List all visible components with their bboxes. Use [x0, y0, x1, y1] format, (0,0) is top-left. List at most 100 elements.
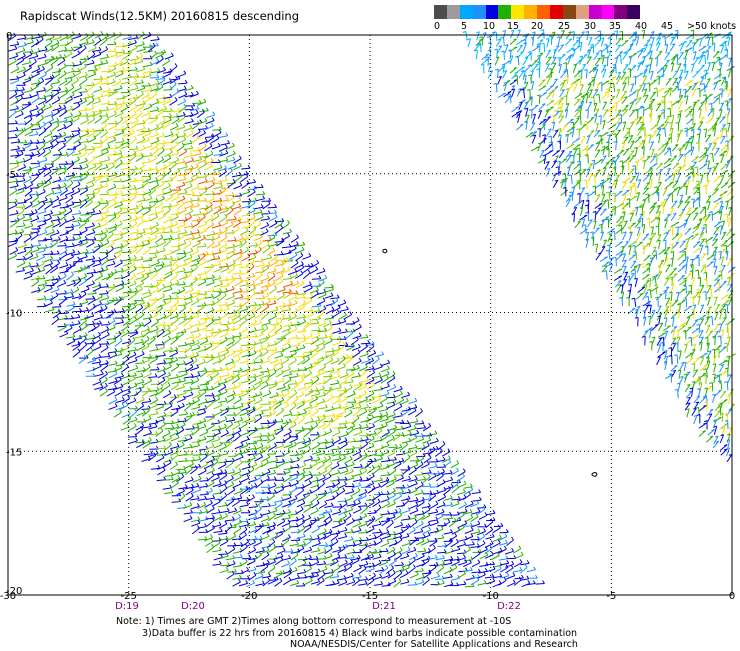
wind-barb — [207, 185, 215, 190]
wind-barb — [234, 210, 242, 215]
wind-barb — [212, 385, 220, 389]
wind-barb — [408, 401, 417, 404]
wind-barb — [381, 386, 390, 389]
wind-barb-tick — [177, 295, 179, 298]
wind-barb-tick — [135, 40, 137, 43]
wind-barb-tick — [38, 287, 40, 290]
wind-barb — [31, 197, 38, 203]
wind-barb-tick — [162, 190, 164, 193]
wind-barb-tick — [402, 458, 404, 461]
wind-barb — [80, 80, 87, 85]
wind-barb-tick — [93, 335, 95, 338]
wind-barb-tick — [86, 117, 88, 120]
wind-barb-tick — [280, 319, 282, 322]
wind-barb-tick — [311, 418, 313, 421]
wind-barb — [283, 414, 292, 416]
wind-barb-tick — [220, 340, 222, 343]
wind-barb — [275, 351, 284, 352]
wind-barb-tick — [198, 345, 200, 348]
wind-barb-tick — [99, 332, 101, 335]
wind-barb-tick — [134, 123, 136, 126]
wind-barb — [316, 453, 325, 455]
wind-barb-tick — [163, 117, 165, 120]
wind-barb — [218, 305, 227, 306]
wind-barb-tick — [141, 91, 143, 94]
wind-barb — [120, 212, 129, 214]
wind-barb-tick — [87, 127, 89, 130]
wind-barb — [115, 392, 123, 396]
wind-barb-tick — [198, 216, 200, 219]
wind-barb-tick — [226, 197, 228, 200]
wind-barb — [150, 94, 157, 100]
wind-barb — [193, 160, 202, 162]
wind-barb-tick — [150, 378, 152, 381]
wind-barb-tick — [240, 249, 242, 252]
wind-barb-tick — [275, 214, 277, 217]
wind-barb-tick — [135, 190, 137, 193]
wind-barb-tick — [123, 49, 125, 52]
wind-barb — [242, 301, 249, 307]
wind-barb-tick — [259, 339, 261, 342]
wind-barb-tick — [16, 210, 18, 213]
wind-barb — [149, 423, 158, 424]
wind-barb-tick — [345, 425, 347, 428]
wind-barb — [200, 432, 208, 436]
wind-barb-tick — [232, 286, 234, 289]
wind-barb-tick — [157, 222, 159, 225]
wind-barb — [86, 276, 94, 281]
wind-barb-tick — [169, 113, 171, 116]
wind-barb-tick — [161, 428, 163, 431]
wind-barb — [408, 447, 417, 449]
wind-barb-tick — [134, 136, 136, 139]
wind-barb-tick — [136, 438, 138, 441]
wind-barb-tick — [73, 334, 75, 337]
wind-barb — [157, 184, 164, 189]
wind-barb-tick — [219, 229, 221, 232]
wind-barb-tick — [71, 113, 73, 116]
wind-barb-tick — [233, 363, 235, 366]
wind-barb — [255, 314, 263, 318]
wind-barb-tick — [123, 185, 125, 188]
wind-barb — [88, 167, 96, 170]
wind-barb — [303, 273, 310, 279]
wind-barb — [317, 395, 326, 398]
wind-barb-tick — [170, 189, 172, 192]
wind-barb — [240, 413, 248, 416]
wind-barb-tick — [149, 398, 151, 401]
wind-barb-tick — [157, 37, 159, 40]
wind-barb — [288, 384, 297, 385]
wind-barb — [276, 228, 283, 234]
wind-barb — [232, 425, 240, 429]
wind-barb-tick — [353, 423, 355, 426]
wind-barb-tick — [282, 261, 284, 264]
wind-barb-tick — [199, 456, 201, 459]
wind-barb-tick — [211, 123, 213, 126]
wind-barb — [114, 194, 123, 195]
wind-barb — [142, 332, 149, 338]
wind-barb-tick — [283, 302, 285, 305]
wind-barb — [93, 89, 101, 92]
wind-barb — [247, 458, 255, 461]
wind-barb-tick — [254, 446, 256, 449]
wind-barb-tick — [155, 234, 157, 237]
wind-barb — [85, 299, 94, 300]
wind-barb-tick — [217, 213, 219, 216]
wind-barb — [289, 406, 296, 412]
wind-barb — [151, 150, 158, 155]
wind-barb — [31, 166, 40, 169]
wind-barb — [261, 219, 270, 221]
wind-barb-tick — [147, 92, 149, 95]
wind-barb-tick — [225, 234, 227, 237]
wind-barb-tick — [253, 385, 255, 388]
wind-barb — [150, 110, 159, 112]
wind-barb-tick — [58, 97, 60, 100]
wind-barb-tick — [21, 95, 23, 98]
wind-barb-tick — [226, 366, 228, 369]
wind-barb-tick — [338, 373, 340, 376]
wind-barb-tick — [261, 443, 263, 446]
wind-barb-tick — [340, 425, 342, 428]
wind-barb-tick — [157, 260, 159, 263]
wind-barb-tick — [57, 40, 59, 43]
wind-barb-tick — [247, 346, 249, 349]
wind-barb — [254, 384, 261, 390]
